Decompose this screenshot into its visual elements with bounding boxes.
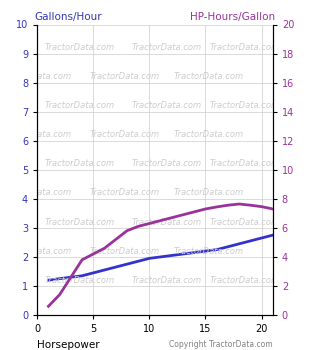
Text: TractorData.com: TractorData.com	[210, 102, 280, 110]
Text: TractorData.com: TractorData.com	[174, 131, 244, 139]
Text: TractorData.com: TractorData.com	[2, 247, 72, 256]
Text: HP-Hours/Gallon: HP-Hours/Gallon	[190, 12, 275, 22]
Text: TractorData.com: TractorData.com	[210, 43, 280, 52]
Text: TractorData.com: TractorData.com	[132, 218, 202, 226]
Text: TractorData.com: TractorData.com	[89, 247, 159, 256]
Text: TractorData.com: TractorData.com	[132, 276, 202, 285]
Text: TractorData.com: TractorData.com	[45, 160, 115, 168]
Text: TractorData.com: TractorData.com	[89, 189, 159, 197]
Text: TractorData.com: TractorData.com	[45, 102, 115, 110]
Text: TractorData.com: TractorData.com	[45, 43, 115, 52]
Text: TractorData.com: TractorData.com	[2, 72, 72, 81]
Text: TractorData.com: TractorData.com	[45, 276, 115, 285]
Text: TractorData.com: TractorData.com	[132, 43, 202, 52]
Text: Copyright TractorData.com: Copyright TractorData.com	[169, 340, 273, 349]
Text: TractorData.com: TractorData.com	[210, 160, 280, 168]
Text: TractorData.com: TractorData.com	[132, 102, 202, 110]
Text: TractorData.com: TractorData.com	[89, 72, 159, 81]
Text: TractorData.com: TractorData.com	[45, 218, 115, 226]
Text: TractorData.com: TractorData.com	[210, 218, 280, 226]
Text: TractorData.com: TractorData.com	[89, 131, 159, 139]
Text: TractorData.com: TractorData.com	[174, 72, 244, 81]
Text: TractorData.com: TractorData.com	[2, 131, 72, 139]
Text: TractorData.com: TractorData.com	[174, 189, 244, 197]
Text: Horsepower: Horsepower	[37, 340, 100, 350]
Text: TractorData.com: TractorData.com	[2, 189, 72, 197]
Text: TractorData.com: TractorData.com	[210, 276, 280, 285]
Text: Gallons/Hour: Gallons/Hour	[35, 12, 103, 22]
Text: TractorData.com: TractorData.com	[132, 160, 202, 168]
Text: TractorData.com: TractorData.com	[174, 247, 244, 256]
